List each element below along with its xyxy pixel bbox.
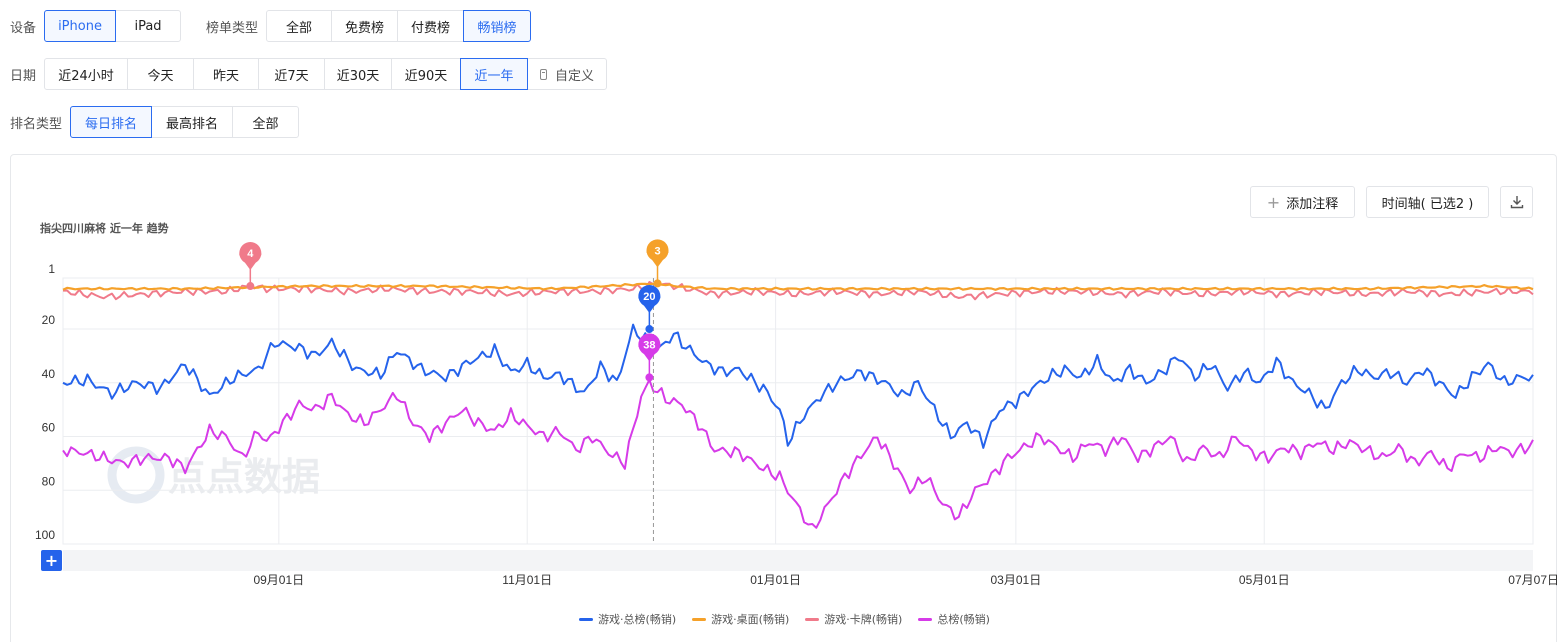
device-option-iphone[interactable]: iPhone — [44, 10, 117, 42]
annotation-label: 3 — [654, 245, 660, 257]
y-tick-label: 1 — [48, 262, 55, 276]
annotation-pin[interactable]: 38 — [638, 333, 661, 382]
timeline-button[interactable]: 时间轴( 已选2 ) — [1366, 186, 1489, 218]
annotation-badge — [638, 285, 661, 308]
date-option-30d[interactable]: 近30天 — [324, 58, 393, 90]
y-tick-label: 60 — [42, 421, 56, 435]
range-slider[interactable]: + — [41, 550, 1533, 571]
annotation-label: 4 — [247, 248, 254, 260]
x-tick-label: 07月07日 — [1508, 573, 1558, 587]
date-option-1y[interactable]: 近一年 — [460, 58, 529, 90]
rank-type-all[interactable]: 全部 — [232, 106, 300, 138]
date-custom-label: 自定义 — [555, 68, 595, 84]
download-icon — [1510, 196, 1523, 209]
chart-type-paid[interactable]: 付费榜 — [397, 10, 465, 42]
legend-label: 游戏·卡牌(畅销) — [824, 613, 903, 626]
expand-button[interactable] — [41, 550, 62, 571]
date-option-today[interactable]: 今天 — [127, 58, 195, 90]
calendar-icon — [540, 68, 547, 80]
annotation-label: 20 — [643, 291, 655, 303]
y-tick-label: 20 — [42, 313, 56, 327]
device-options: iPhone iPad — [44, 10, 182, 42]
date-filter-row: 日期 近24小时 今天 昨天 近7天 近30天 近90天 近一年 自定义 — [10, 58, 608, 90]
legend-label: 游戏·总榜(畅销) — [598, 613, 677, 626]
chart-type-grossing[interactable]: 畅销榜 — [463, 10, 532, 42]
device-filter-row: 设备 iPhone iPad 榜单类型 全部 免费榜 付费榜 畅销榜 — [10, 10, 532, 42]
x-tick-label: 11月01日 — [502, 573, 552, 587]
legend-item[interactable]: 游戏·桌面(畅销) — [692, 611, 789, 627]
date-options: 近24小时 今天 昨天 近7天 近30天 近90天 近一年 自定义 — [44, 58, 608, 90]
legend-item[interactable]: 游戏·卡牌(畅销) — [805, 611, 902, 627]
annotation-pin[interactable]: 3 — [646, 239, 669, 288]
annotation-badge — [239, 242, 262, 265]
chart-type-options: 全部 免费榜 付费榜 畅销榜 — [266, 10, 532, 42]
rank-type-label: 排名类型 — [10, 116, 63, 132]
legend-item[interactable]: 游戏·总榜(畅销) — [579, 611, 676, 627]
chart-legend: 游戏·总榜(畅销) 游戏·桌面(畅销) 游戏·卡牌(畅销) 总榜(畅销) — [11, 611, 1558, 627]
series-line-0 — [62, 323, 1534, 449]
date-option-7d[interactable]: 近7天 — [258, 58, 326, 90]
x-tick-label: 09月01日 — [253, 573, 304, 587]
annotation-badge — [638, 333, 661, 356]
device-label: 设备 — [10, 20, 37, 36]
legend-swatch — [805, 617, 820, 621]
expand-plus-icon: + — [45, 551, 58, 570]
add-note-button[interactable]: + 添加注释 — [1250, 186, 1355, 218]
date-option-custom[interactable]: 自定义 — [527, 58, 608, 90]
y-tick-label: 40 — [42, 367, 56, 381]
chart-type-free[interactable]: 免费榜 — [331, 10, 399, 42]
chart-type-all[interactable]: 全部 — [266, 10, 333, 42]
legend-swatch — [692, 617, 707, 621]
rank-type-daily[interactable]: 每日排名 — [70, 106, 153, 138]
watermark: 点点数据 — [107, 446, 320, 504]
add-note-label: 添加注释 — [1286, 196, 1339, 212]
legend-swatch — [579, 617, 594, 621]
series-line-3 — [62, 378, 1534, 529]
chart-card: + 添加注释 时间轴( 已选2 ) 指尖四川麻将 近一年 趋势 点点数据 4 3 2… — [10, 154, 1558, 642]
legend-swatch — [918, 617, 933, 621]
download-button[interactable] — [1500, 186, 1533, 218]
series-line-1 — [62, 281, 1534, 291]
legend-label: 游戏·桌面(畅销) — [711, 613, 790, 626]
annotation-label: 38 — [643, 339, 655, 351]
annotation-pin[interactable]: 4 — [239, 242, 262, 291]
date-label: 日期 — [10, 68, 37, 84]
y-tick-label: 80 — [42, 474, 56, 488]
date-option-90d[interactable]: 近90天 — [391, 58, 462, 90]
device-option-ipad[interactable]: iPad — [115, 10, 182, 42]
plus-icon: + — [1266, 192, 1281, 212]
annotation-badge — [646, 239, 669, 262]
y-tick-label: 100 — [35, 528, 55, 542]
svg-text:点点数据: 点点数据 — [168, 457, 320, 499]
rank-type-options: 每日排名 最高排名 全部 — [70, 106, 300, 138]
legend-label: 总榜(畅销) — [937, 613, 990, 626]
date-option-24h[interactable]: 近24小时 — [44, 58, 129, 90]
rank-type-filter-row: 排名类型 每日排名 最高排名 全部 — [10, 106, 300, 138]
date-option-yesterday[interactable]: 昨天 — [193, 58, 260, 90]
trend-chart: 点点数据 4 3 20 38 1 20 40 60 80 100 09月01日 11月01日 01月0… — [35, 239, 1558, 587]
legend-item[interactable]: 总榜(畅销) — [918, 611, 990, 627]
x-tick-label: 03月01日 — [991, 573, 1042, 587]
rank-type-highest[interactable]: 最高排名 — [151, 106, 234, 138]
series-line-2 — [62, 281, 1534, 301]
x-tick-label: 05月01日 — [1239, 573, 1290, 587]
x-tick-label: 01月01日 — [750, 573, 801, 587]
annotation-pin[interactable]: 20 — [638, 285, 661, 334]
chart-title: 指尖四川麻将 近一年 趋势 — [40, 222, 169, 235]
chart-type-label: 榜单类型 — [206, 20, 259, 36]
